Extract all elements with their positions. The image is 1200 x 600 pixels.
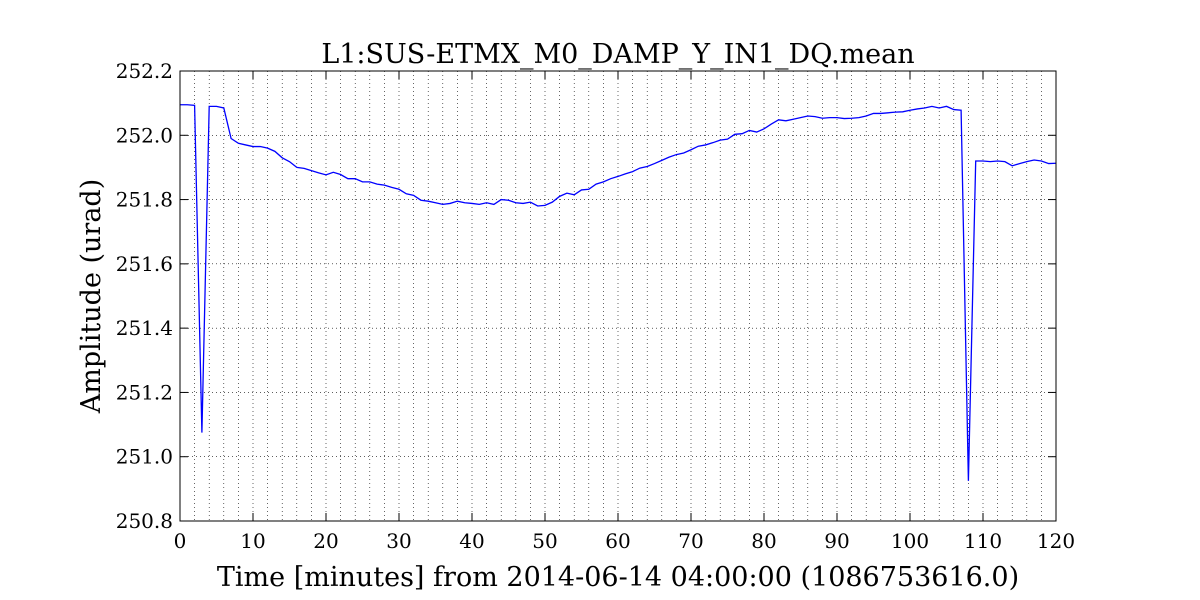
y-tick-label: 251.4 [116,316,173,340]
x-tick-label: 60 [605,529,630,553]
y-tick-label: 252.0 [116,123,173,147]
y-tick-label: 251.6 [116,252,173,276]
y-tick-label: 250.8 [116,509,173,533]
x-tick-label: 30 [386,529,411,553]
x-tick-label: 100 [891,529,929,553]
chart-title: L1:SUS-ETMX_M0_DAMP_Y_IN1_DQ.mean [321,39,914,70]
x-axis-label: Time [minutes] from 2014-06-14 04:00:00 … [217,562,1019,593]
ticks: 0 10 20 30 40 50 60 70 80 90 100 110 120 250.8 251.0 25… [116,59,1075,553]
x-tick-label: 0 [174,529,187,553]
y-axis-label: Amplitude (urad) [76,179,107,414]
x-tick-label: 110 [964,529,1002,553]
x-tick-label: 40 [459,529,484,553]
x-tick-label: 20 [313,529,338,553]
x-tick-label: 80 [751,529,776,553]
x-tick-label: 10 [240,529,265,553]
x-tick-label: 90 [824,529,849,553]
y-tick-label: 251.0 [116,445,173,469]
y-tick-label: 252.2 [116,59,173,83]
grid [180,71,1056,521]
y-tick-label: 251.8 [116,188,173,212]
x-tick-label: 120 [1037,529,1075,553]
x-tick-label: 70 [678,529,703,553]
series-line [180,104,1057,481]
x-tick-label: 50 [532,529,557,553]
y-tick-label: 251.2 [116,380,173,404]
